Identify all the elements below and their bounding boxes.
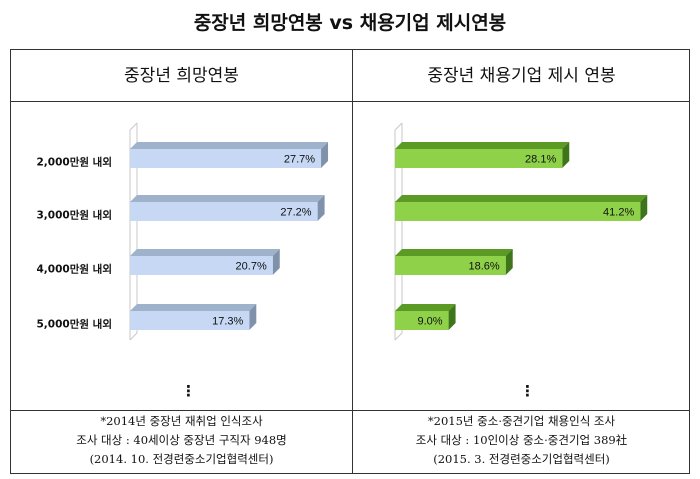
right-note-line-3: (2015. 3. 전경련중소기업협력센터)	[433, 452, 610, 466]
chart0-bar-side-2	[272, 249, 280, 275]
right-note-line-1: *2015년 중소·중견기업 채용인식 조사	[427, 414, 616, 428]
chart0-bar-3	[130, 311, 250, 330]
chart0-category-label-1: 3,000만원 내외	[36, 209, 112, 222]
chart1-value-label-3: 9.0%	[417, 316, 442, 328]
chart0-axis-bottom-edge	[129, 332, 138, 341]
chart0-value-label-3: 17.3%	[212, 316, 243, 328]
chart1-value-label-2: 18.6%	[469, 261, 500, 273]
chart0-bar-2	[130, 256, 273, 275]
chart1-bar-top-2	[395, 249, 513, 256]
chart1-bar-side-3	[448, 304, 456, 330]
left-more-ellipsis: ⋮	[181, 382, 196, 400]
right-note-line-2: 조사 대상 : 10인이상 중소·중견기업 389社	[415, 433, 628, 447]
chart0-axis-top-edge	[129, 122, 138, 131]
chart0-bar-top-1	[130, 195, 325, 202]
chart0-value-label-0: 27.7%	[284, 154, 315, 166]
chart1-bar-side-1	[640, 195, 648, 221]
chart1-bar-2	[395, 256, 506, 275]
page-title: 중장년 희망연봉 vs 채용기업 제시연봉	[193, 12, 507, 34]
chart1-axis-top-edge	[394, 122, 403, 131]
right-more-ellipsis: ⋮	[520, 382, 535, 400]
right-chart-title: 중장년 채용기업 제시 연봉	[427, 66, 616, 86]
chart0-category-label-2: 4,000만원 내외	[36, 263, 112, 276]
left-note-line-2: 조사 대상 : 40세이상 중장년 구직자 948명	[76, 433, 287, 447]
chart0-bar-1	[130, 202, 318, 221]
right-survey-note: *2015년 중소·중견기업 채용인식 조사 조사 대상 : 10인이상 중소·…	[353, 412, 690, 469]
chart1-value-label-1: 41.2%	[603, 207, 634, 219]
chart0-bar-side-0	[321, 142, 329, 168]
chart0-bar-top-0	[130, 142, 329, 149]
chart0-bar-0	[130, 149, 322, 168]
chart0-value-label-1: 27.2%	[280, 207, 311, 219]
chart1-bar-1	[395, 202, 641, 221]
chart1-bar-top-0	[395, 142, 570, 149]
chart1-bar-3	[395, 311, 449, 330]
chart1-axis-bottom-edge	[394, 332, 403, 341]
chart1-bar-side-2	[505, 249, 513, 275]
chart0-category-label-3: 5,000만원 내외	[36, 318, 112, 331]
column-divider	[352, 49, 353, 474]
chart0-bar-side-1	[317, 195, 325, 221]
left-note-line-1: *2014년 중장년 재취업 인식조사	[100, 414, 263, 428]
chart1-bar-0	[395, 149, 563, 168]
left-chart-title: 중장년 희망연봉	[124, 66, 239, 86]
chart0-bar-side-3	[249, 304, 257, 330]
chart0-bar-top-3	[130, 304, 257, 311]
chart0-value-label-2: 20.7%	[236, 261, 267, 273]
chart1-bar-side-0	[562, 142, 570, 168]
header-divider	[10, 101, 690, 102]
chart0-category-label-0: 2,000만원 내외	[36, 156, 112, 169]
table-frame	[10, 49, 690, 474]
left-survey-note: *2014년 중장년 재취업 인식조사 조사 대상 : 40세이상 중장년 구직…	[11, 412, 352, 469]
chart1-bar-top-1	[395, 195, 648, 202]
chart1-bar-top-3	[395, 304, 456, 311]
chart0-bar-top-2	[130, 249, 280, 256]
chart1-value-label-0: 28.1%	[525, 154, 556, 166]
left-note-line-3: (2014. 10. 전경련중소기업협력센터)	[89, 452, 274, 466]
footer-divider	[10, 410, 690, 411]
